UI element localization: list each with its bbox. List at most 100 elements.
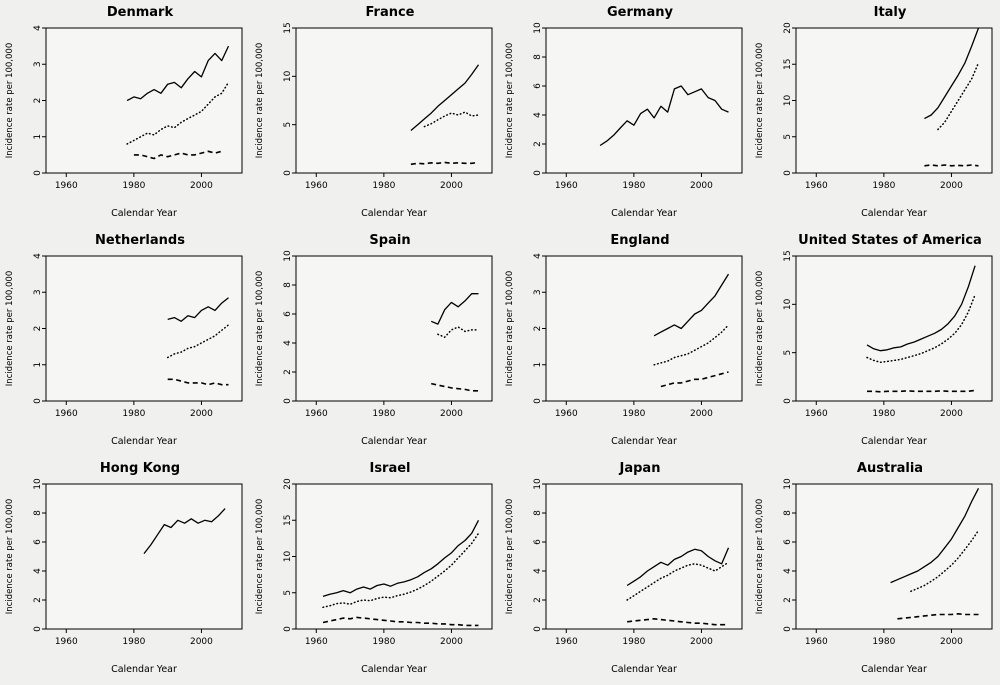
y-tick-label: 10 (283, 551, 293, 563)
chart-title: Germany (607, 5, 673, 20)
y-tick-label: 4 (533, 568, 543, 574)
plot-box (545, 27, 743, 174)
y-tick-label: 5 (283, 590, 293, 596)
plot-box (545, 255, 743, 402)
y-tick-label: 5 (783, 350, 793, 356)
y-tick-label: 10 (33, 478, 43, 490)
y-tick-label: 4 (283, 340, 293, 346)
x-axis-label: Calendar Year (361, 436, 427, 447)
chart-title: France (365, 5, 415, 20)
y-tick-label: 6 (783, 539, 793, 545)
y-tick-label: 2 (33, 326, 43, 332)
x-tick-label: 1980 (122, 409, 145, 419)
chart-panel-spain: Spain 1960 1980 2000 0 2 4 6 8 10 Calendar Year Inc… (250, 228, 500, 456)
x-tick-label: 1960 (305, 181, 328, 191)
y-tick-label: 4 (33, 25, 43, 31)
y-axis-label: Incidence rate per 100,000 (5, 271, 15, 387)
y-tick-label: 10 (783, 298, 793, 310)
series-line-dotted (937, 62, 980, 131)
y-tick-label: 0 (533, 398, 543, 404)
y-tick-label: 8 (533, 510, 543, 516)
x-tick-label: 1980 (122, 181, 145, 191)
x-tick-label: 2000 (940, 181, 963, 191)
series-line-dashed (167, 378, 229, 386)
series-line-dashed (627, 618, 729, 626)
plot-box (295, 27, 493, 174)
y-tick-label: 2 (283, 369, 293, 375)
series-line-dotted (653, 324, 730, 366)
y-tick-label: 20 (783, 22, 793, 34)
series-line-solid (866, 265, 976, 352)
plot-box (45, 255, 243, 402)
chart-svg-hong-kong: 1960 1980 2000 0 2 4 6 8 10 Calendar Year Incidenc… (5, 478, 243, 675)
y-tick-label: 0 (33, 170, 43, 176)
chart-title: Australia (856, 461, 924, 476)
series-line-dotted (866, 293, 976, 364)
x-axis-label: Calendar Year (111, 436, 177, 447)
y-tick-label: 10 (783, 95, 793, 107)
series-line-dotted (166, 324, 230, 359)
y-tick-label: 0 (533, 170, 543, 176)
y-axis-label: Incidence rate per 100,000 (505, 43, 515, 159)
x-axis-label: Calendar Year (861, 208, 927, 219)
chart-title: England (610, 233, 670, 248)
chart-panel-denmark: Denmark 1960 1980 2000 0 1 2 3 4 Calendar Year Inc… (0, 0, 250, 228)
y-axis-label: Incidence rate per 100,000 (5, 43, 15, 159)
chart-panel-germany: Germany 1960 1980 2000 0 2 4 6 8 10 Calendar Year I… (500, 0, 750, 228)
y-tick-label: 1 (33, 362, 43, 368)
chart-title: Japan (619, 461, 661, 476)
x-tick-label: 1980 (872, 181, 895, 191)
x-axis-label: Calendar Year (611, 436, 677, 447)
chart-title: United States of America (798, 233, 982, 248)
y-tick-label: 4 (533, 253, 543, 259)
x-tick-label: 1960 (805, 637, 828, 647)
series-line-dotted (126, 81, 230, 145)
x-tick-label: 2000 (690, 181, 713, 191)
chart-panel-hong-kong: Hong Kong 1960 1980 2000 0 2 4 6 8 10 Calendar Yea… (0, 456, 250, 684)
series-line-dotted (437, 326, 480, 338)
chart-panel-israel: Israel 1960 1980 2000 0 5 10 15 20 Calendar Year I… (250, 456, 500, 684)
y-axis-label: Incidence rate per 100,000 (755, 499, 765, 615)
series-line-dotted (910, 529, 980, 593)
chart-panel-netherlands: Netherlands 1960 1980 2000 0 1 2 3 4 Calendar Yea… (0, 228, 250, 456)
chart-svg-spain: 1960 1980 2000 0 2 4 6 8 10 Calendar Year Incidenc… (255, 250, 493, 447)
plot-box (45, 27, 243, 174)
plot-box (295, 483, 493, 630)
chart-svg-england: 1960 1980 2000 0 1 2 3 4 Calendar Year Incidence … (505, 253, 743, 447)
x-tick-label: 2000 (690, 637, 713, 647)
series-line-solid (924, 27, 980, 120)
y-tick-label: 3 (33, 61, 43, 67)
x-tick-label: 1980 (622, 637, 645, 647)
series-line-dotted (423, 111, 480, 128)
plot-box (295, 255, 493, 402)
y-tick-label: 1 (533, 362, 543, 368)
x-tick-label: 2000 (940, 637, 963, 647)
y-axis-label: Incidence rate per 100,000 (755, 43, 765, 159)
y-tick-label: 4 (783, 568, 793, 574)
x-tick-label: 2000 (440, 637, 463, 647)
y-tick-label: 8 (283, 282, 293, 288)
y-tick-label: 10 (283, 250, 293, 262)
series-line-solid (890, 488, 980, 584)
y-tick-label: 2 (533, 597, 543, 603)
y-tick-label: 3 (533, 289, 543, 295)
plot-box (45, 483, 243, 630)
series-line-solid (599, 85, 729, 147)
series-line-dotted (322, 532, 480, 609)
y-tick-label: 10 (533, 478, 543, 490)
x-axis-label: Calendar Year (611, 208, 677, 219)
x-tick-label: 2000 (690, 409, 713, 419)
x-tick-label: 1960 (555, 409, 578, 419)
y-axis-label: Incidence rate per 100,000 (755, 271, 765, 387)
y-tick-label: 2 (783, 597, 793, 603)
y-tick-label: 20 (283, 478, 293, 490)
chart-svg-united-states-of-america: 1960 1980 2000 0 5 10 15 Calendar Year Incidence… (755, 250, 993, 447)
y-axis-label: Incidence rate per 100,000 (255, 271, 265, 387)
x-tick-label: 2000 (190, 181, 213, 191)
series-line-solid (126, 45, 230, 102)
chart-svg-germany: 1960 1980 2000 0 2 4 6 8 10 Calendar Year Incidenc… (505, 22, 743, 219)
x-tick-label: 2000 (440, 409, 463, 419)
x-tick-label: 1980 (622, 409, 645, 419)
x-tick-label: 1980 (872, 637, 895, 647)
y-tick-label: 10 (783, 478, 793, 490)
